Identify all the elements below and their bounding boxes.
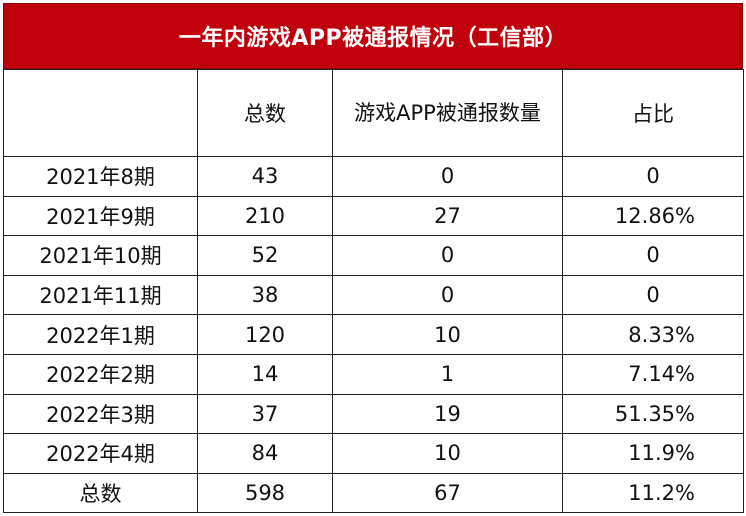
- cell-period: 2021年11期: [3, 274, 198, 316]
- table-title: 一年内游戏APP被通报情况（工信部）: [3, 3, 743, 69]
- header-row: 总数 游戏APP被通报数量 占比: [3, 69, 744, 157]
- table-row: 2021年9期 210 27 12.86%: [3, 195, 744, 237]
- table-row: 2021年10期 52 0 0: [3, 235, 744, 276]
- cell-reported: 0: [332, 235, 563, 276]
- cell-total: 210: [197, 195, 333, 237]
- report-table: 总数 游戏APP被通报数量 占比 2021年8期 43 0 0 2021年9期 210 27…: [3, 69, 744, 514]
- cell-ratio: 7.14%: [562, 353, 744, 395]
- header-reported: 游戏APP被通报数量: [332, 69, 563, 157]
- table-row: 2022年1期 120 10 8.33%: [3, 314, 744, 355]
- cell-reported: 27: [332, 195, 563, 237]
- cell-ratio: 51.35%: [562, 393, 744, 435]
- cell-period: 2021年8期: [3, 156, 198, 197]
- table-row: 2022年2期 14 1 7.14%: [3, 353, 744, 395]
- report-table-container: 一年内游戏APP被通报情况（工信部） 总数 游戏APP被通报数量 占比 2021…: [3, 3, 744, 514]
- cell-total: 52: [197, 235, 333, 276]
- cell-ratio: 0: [562, 274, 744, 316]
- cell-reported: 0: [332, 274, 563, 316]
- cell-total: 37: [197, 393, 333, 435]
- cell-reported: 19: [332, 393, 563, 435]
- cell-reported: 10: [332, 433, 563, 474]
- cell-ratio: 11.9%: [562, 433, 744, 474]
- table-row: 2022年3期 37 19 51.35%: [3, 393, 744, 435]
- cell-period: 2022年3期: [3, 393, 198, 435]
- cell-reported: 10: [332, 314, 563, 355]
- cell-ratio: 0: [562, 235, 744, 276]
- cell-total: 598: [197, 472, 333, 514]
- table-row: 2021年8期 43 0 0: [3, 156, 744, 197]
- cell-reported: 1: [332, 353, 563, 395]
- cell-total: 43: [197, 156, 333, 197]
- table-body: 2021年8期 43 0 0 2021年9期 210 27 12.86% 2021年10期 52 0…: [3, 156, 744, 514]
- header-period: [3, 69, 198, 157]
- cell-ratio: 8.33%: [562, 314, 744, 355]
- cell-reported: 0: [332, 156, 563, 197]
- cell-total: 14: [197, 353, 333, 395]
- cell-ratio: 11.2%: [562, 472, 744, 514]
- cell-reported: 67: [332, 472, 563, 514]
- cell-ratio: 12.86%: [562, 195, 744, 237]
- cell-period: 2022年4期: [3, 433, 198, 474]
- cell-period: 2021年10期: [3, 235, 198, 276]
- cell-period: 2022年2期: [3, 353, 198, 395]
- cell-total: 120: [197, 314, 333, 355]
- header-ratio: 占比: [562, 69, 744, 157]
- table-row: 2021年11期 38 0 0: [3, 274, 744, 316]
- cell-period: 2022年1期: [3, 314, 198, 355]
- cell-total: 38: [197, 274, 333, 316]
- cell-ratio: 0: [562, 156, 744, 197]
- cell-period: 总数: [3, 472, 198, 514]
- cell-total: 84: [197, 433, 333, 474]
- table-row: 2022年4期 84 10 11.9%: [3, 433, 744, 474]
- table-row: 总数 598 67 11.2%: [3, 472, 744, 514]
- cell-period: 2021年9期: [3, 195, 198, 237]
- header-total: 总数: [197, 69, 333, 157]
